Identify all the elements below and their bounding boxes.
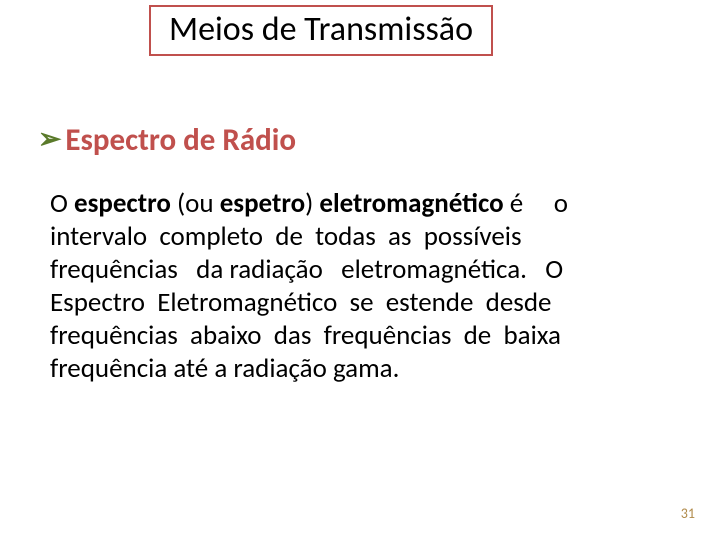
- section-heading-row: ➢ Espectro de Rádio: [38, 121, 296, 159]
- slide-title: Meios de Transmissão: [169, 9, 473, 50]
- slide-title-box: Meios de Transmissão: [149, 5, 493, 56]
- body-line: frequências da radiação eletromagnética.…: [50, 253, 668, 286]
- body-text-block: O espectro (ou espetro) eletromagnético …: [50, 187, 668, 385]
- body-line: intervalo completo de todas as possíveis: [50, 220, 668, 253]
- page-number: 31: [681, 505, 695, 522]
- body-line: O espectro (ou espetro) eletromagnético …: [50, 187, 668, 220]
- section-heading: Espectro de Rádio: [65, 121, 296, 159]
- body-line: Espectro Eletromagnético se estende desd…: [50, 286, 668, 319]
- bullet-chevron-icon: ➢: [38, 126, 61, 154]
- body-line: frequências abaixo das frequências de ba…: [50, 319, 668, 352]
- body-line: frequência até a radiação gama.: [50, 352, 668, 385]
